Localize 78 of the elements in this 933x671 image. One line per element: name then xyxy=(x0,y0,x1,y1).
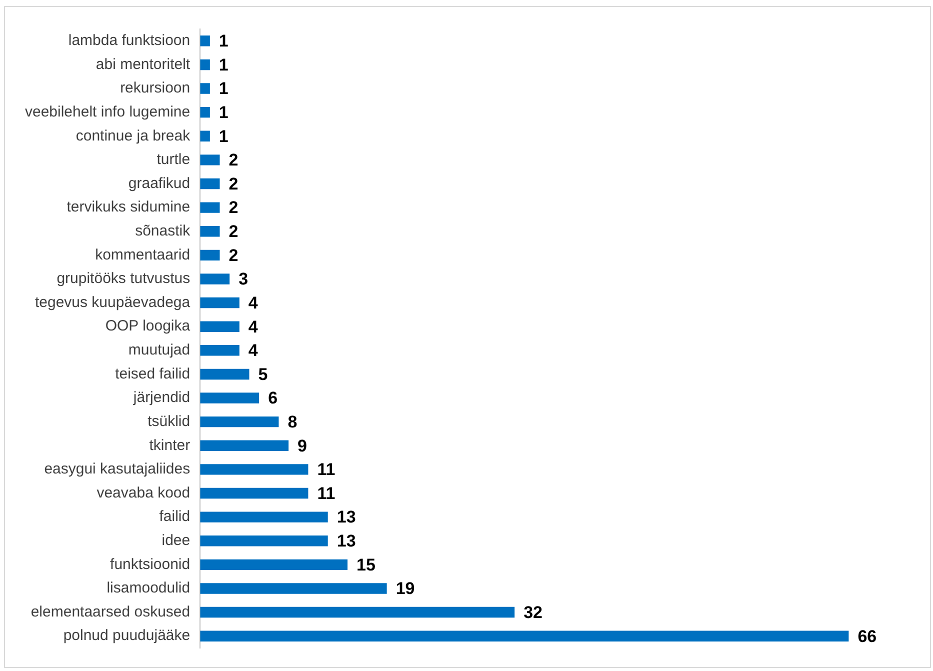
y-tick-label: veebilehelt info lugemine xyxy=(24,103,190,120)
data-label: 11 xyxy=(317,484,336,503)
data-label: 2 xyxy=(228,198,238,218)
y-tick-label: tkinter xyxy=(149,436,190,454)
data-label: 2 xyxy=(228,150,238,170)
data-label: 2 xyxy=(228,222,238,242)
data-label: 6 xyxy=(268,388,278,408)
bar xyxy=(200,464,308,475)
data-label: 19 xyxy=(396,579,415,598)
bar xyxy=(200,83,210,94)
y-tick-label: turtle xyxy=(156,151,190,168)
y-tick-label: OOP loogika xyxy=(105,318,191,335)
data-label: 8 xyxy=(288,412,298,432)
y-tick-label: lambda funktsioon xyxy=(68,32,190,50)
bar xyxy=(200,154,220,166)
data-label: 66 xyxy=(858,626,877,646)
bar xyxy=(200,536,328,546)
data-label: 1 xyxy=(218,126,228,146)
y-tick-label: järjendid xyxy=(132,389,190,406)
data-label: 1 xyxy=(218,103,228,122)
y-tick-label: tsüklid xyxy=(148,412,190,430)
bar xyxy=(200,512,328,522)
data-label: 1 xyxy=(218,79,228,98)
data-label: 13 xyxy=(336,532,356,551)
data-label: 11 xyxy=(317,460,336,480)
bar xyxy=(200,583,387,594)
y-tick-label: graafikud xyxy=(128,174,190,192)
y-tick-label: tegevus kuupäevadega xyxy=(34,294,191,311)
bar xyxy=(200,368,250,380)
bar xyxy=(200,250,220,261)
bar xyxy=(200,345,240,356)
bar xyxy=(200,130,210,142)
y-tick-label: funktsioonid xyxy=(110,556,190,573)
y-tick-label: abi mentoritelt xyxy=(96,56,191,73)
y-tick-label: muutujad xyxy=(128,342,190,359)
bar xyxy=(200,321,240,332)
y-tick-label: rekursioon xyxy=(120,80,190,97)
bar xyxy=(200,392,260,404)
data-label: 32 xyxy=(524,602,542,622)
data-label: 3 xyxy=(238,270,248,289)
y-tick-label: continue ja break xyxy=(76,127,191,144)
bar xyxy=(200,630,849,642)
bar xyxy=(200,606,515,618)
data-label: 4 xyxy=(248,341,258,360)
bar xyxy=(200,559,348,570)
y-tick-label: teised failid xyxy=(115,365,190,382)
bar xyxy=(200,274,230,284)
data-label: 1 xyxy=(218,55,228,74)
y-tick-label: lisamoodulid xyxy=(106,580,190,597)
y-tick-label: easygui kasutajaliides xyxy=(44,460,190,478)
bar xyxy=(200,59,210,70)
data-label: 9 xyxy=(298,436,308,456)
y-tick-label: idee xyxy=(162,532,190,550)
y-tick-label: sõnastik xyxy=(135,222,191,240)
y-tick-label: failid xyxy=(159,508,190,526)
y-tick-label: veavaba kood xyxy=(96,484,190,502)
data-label: 4 xyxy=(248,317,258,336)
y-tick-label: kommentaarid xyxy=(95,246,190,264)
data-label: 15 xyxy=(356,555,376,574)
data-label: 2 xyxy=(228,246,238,265)
y-tick-label: tervikuks sidumine xyxy=(66,198,190,216)
bar xyxy=(200,226,220,237)
bar xyxy=(200,297,240,308)
bar xyxy=(200,488,308,499)
data-label: 5 xyxy=(258,364,268,384)
data-label: 2 xyxy=(228,174,238,194)
y-tick-label: grupitööks tutvustus xyxy=(56,270,190,288)
data-label: 13 xyxy=(336,508,356,527)
data-label: 4 xyxy=(248,293,258,312)
bar xyxy=(200,178,220,190)
bar xyxy=(200,440,289,451)
bar xyxy=(200,36,210,46)
y-tick-label: polnud puudujääke xyxy=(63,627,190,644)
bar xyxy=(200,202,220,213)
data-label: 1 xyxy=(218,32,228,51)
bar xyxy=(200,106,210,118)
bar xyxy=(200,416,279,428)
y-tick-label: elementaarsed oskused xyxy=(30,603,190,620)
